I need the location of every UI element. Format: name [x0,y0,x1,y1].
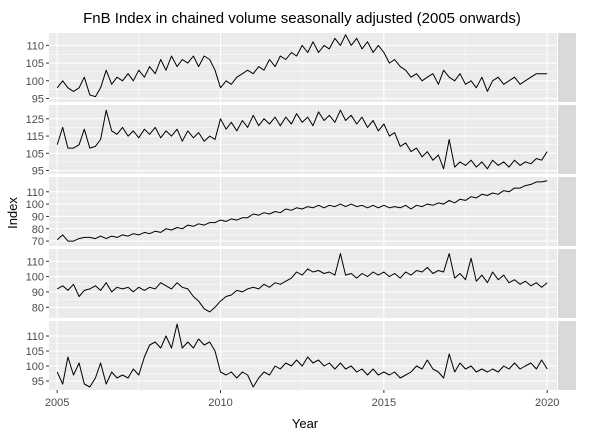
facet-strip [558,177,576,246]
x-axis: 2005 2010 2015 2020 [45,390,559,409]
y-tick-label: 115 [26,131,44,143]
y-tick-label: 95 [32,166,44,178]
facet-panels: 95100105110Total95105115125Restaurants70… [26,33,576,390]
y-tick-label: 80 [32,224,44,236]
y-tick-label: 100 [26,272,44,284]
series-line-food-courts-others [56,323,548,388]
y-tick-label: 80 [32,302,44,314]
panel-background [49,105,557,174]
x-tick-label: 2015 [372,397,396,409]
series-line-food-caterers [56,253,548,313]
y-tick-label: 110 [26,187,44,199]
y-tick-label: 110 [26,331,44,343]
facet-food-courts-others: 95100105110Food.Courts...Others [26,321,576,390]
panel-background [49,177,557,246]
y-tick-label: 95 [32,376,44,388]
facet-food-caterers: 8090100110Food.Caterers [26,249,576,318]
chart-title: FnB Index in chained volume seasonally a… [83,10,521,27]
facet-strip [558,321,576,390]
y-tick-label: 100 [26,76,44,88]
series-line-total [56,34,548,98]
panel-background [49,321,557,390]
y-tick-label: 110 [26,256,44,268]
y-tick-label: 90 [32,287,44,299]
x-axis-title: Year [292,416,319,431]
facet-strip [558,249,576,318]
y-tick-label: 105 [26,346,44,358]
y-axis-title: Index [5,197,20,229]
x-tick-label: 2010 [208,397,232,409]
series-line-fast-food-outlets [56,180,548,242]
panel-background [49,249,557,318]
facet-strip [558,33,576,102]
x-tick-label: 2005 [45,397,69,409]
y-tick-label: 105 [26,58,44,70]
y-tick-label: 95 [32,93,44,105]
facet-restaurants: 95105115125Restaurants [26,105,576,178]
y-tick-label: 105 [26,148,44,160]
panel-background [49,33,557,102]
series-line-restaurants [56,109,548,170]
facet-fast-food-outlets: 708090100110Fast.Food.Outlets [26,177,576,248]
y-tick-label: 100 [26,361,44,373]
y-tick-label: 90 [32,211,44,223]
y-tick-label: 70 [32,236,44,248]
facet-total: 95100105110Total [26,33,576,105]
y-tick-label: 125 [26,114,44,126]
y-tick-label: 100 [26,199,44,211]
y-tick-label: 110 [26,40,44,52]
facet-strip [558,105,576,174]
x-tick-label: 2020 [535,397,559,409]
